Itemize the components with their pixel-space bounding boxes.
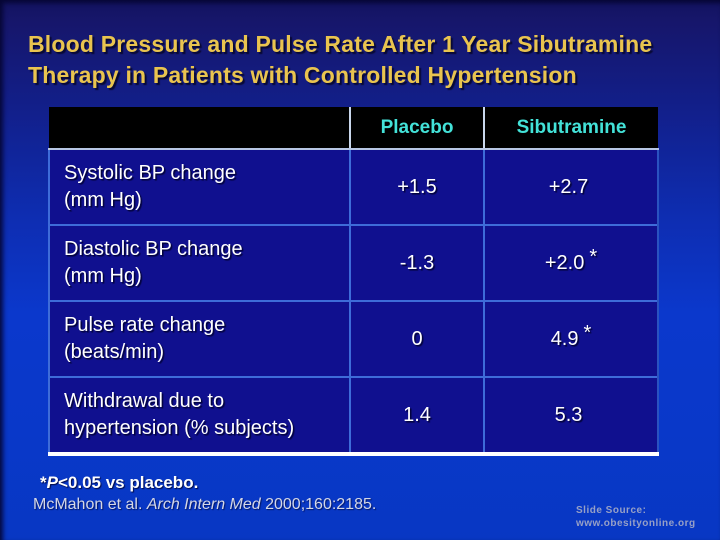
- results-table: Placebo Sibutramine Systolic BP change (…: [48, 107, 659, 456]
- row-label-line: (beats/min): [64, 341, 165, 363]
- cell-withdrawal-placebo: 1.4: [349, 376, 484, 456]
- cell-diastolic-placebo: -1.3: [349, 224, 484, 301]
- cell-pulse-placebo: 0: [349, 300, 484, 377]
- table-row-pulse: Pulse rate change (beats/min) 0 4.9 *: [48, 300, 659, 377]
- significance-footnote: *P<0.05 vs placebo.: [40, 473, 198, 493]
- table-row-withdrawal: Withdrawal due to hypertension (% subjec…: [48, 376, 659, 456]
- cell-diastolic-sibutramine: +2.0 *: [483, 224, 659, 301]
- row-label-line: hypertension (% subjects): [64, 417, 295, 439]
- row-label-pulse: Pulse rate change (beats/min): [48, 300, 350, 377]
- row-label-line: Systolic BP change: [64, 162, 236, 184]
- title-line-2: Therapy in Patients with Controlled Hype…: [28, 62, 577, 88]
- slide-source-label: Slide Source:: [576, 505, 647, 516]
- row-label-line: Withdrawal due to: [64, 390, 225, 412]
- cell-withdrawal-sibutramine: 5.3: [483, 376, 659, 456]
- row-label-line: (mm Hg): [64, 265, 142, 287]
- slide-source-url: www.obesityonline.org: [576, 518, 696, 529]
- row-label-withdrawal: Withdrawal due to hypertension (% subjec…: [48, 376, 350, 456]
- citation-reference: 2000;160:2185.: [260, 496, 377, 513]
- significance-asterisk: *: [583, 321, 592, 344]
- column-header-sibutramine: Sibutramine: [483, 107, 658, 150]
- footnote-asterisk: *: [40, 473, 47, 492]
- row-label-line: (mm Hg): [64, 189, 142, 211]
- table-row-systolic: Systolic BP change (mm Hg) +1.5 +2.7: [48, 149, 659, 225]
- cell-value: +2.0: [544, 251, 585, 274]
- cell-systolic-placebo: +1.5: [349, 149, 484, 225]
- title-line-1: Blood Pressure and Pulse Rate After 1 Ye…: [28, 31, 653, 57]
- cell-value: 5.3: [554, 403, 583, 426]
- cell-value: 4.9: [550, 327, 579, 350]
- cell-value: +2.7: [548, 175, 589, 198]
- slide-source: Slide Source: www.obesityonline.org: [576, 504, 696, 530]
- column-header-placebo: Placebo: [349, 107, 484, 150]
- citation-journal: Arch Intern Med: [146, 496, 261, 513]
- row-label-line: Diastolic BP change: [64, 238, 243, 260]
- row-label-line: Pulse rate change: [64, 314, 226, 336]
- significance-asterisk: *: [589, 245, 598, 268]
- citation-authors: McMahon et al.: [33, 496, 147, 513]
- row-label-diastolic: Diastolic BP change (mm Hg): [48, 224, 350, 301]
- slide-title: Blood Pressure and Pulse Rate After 1 Ye…: [28, 29, 652, 91]
- row-label-systolic: Systolic BP change (mm Hg): [48, 149, 350, 225]
- footnote-p-symbol: P: [46, 473, 58, 492]
- table-header-row: Placebo Sibutramine: [49, 107, 658, 150]
- footnote-text: <0.05 vs placebo.: [57, 473, 199, 492]
- corner-cell: [49, 107, 350, 150]
- cell-systolic-sibutramine: +2.7: [483, 149, 659, 225]
- cell-pulse-sibutramine: 4.9 *: [483, 300, 659, 377]
- table-row-diastolic: Diastolic BP change (mm Hg) -1.3 +2.0 *: [48, 224, 659, 301]
- citation: McMahon et al. Arch Intern Med 2000;160:…: [33, 496, 376, 514]
